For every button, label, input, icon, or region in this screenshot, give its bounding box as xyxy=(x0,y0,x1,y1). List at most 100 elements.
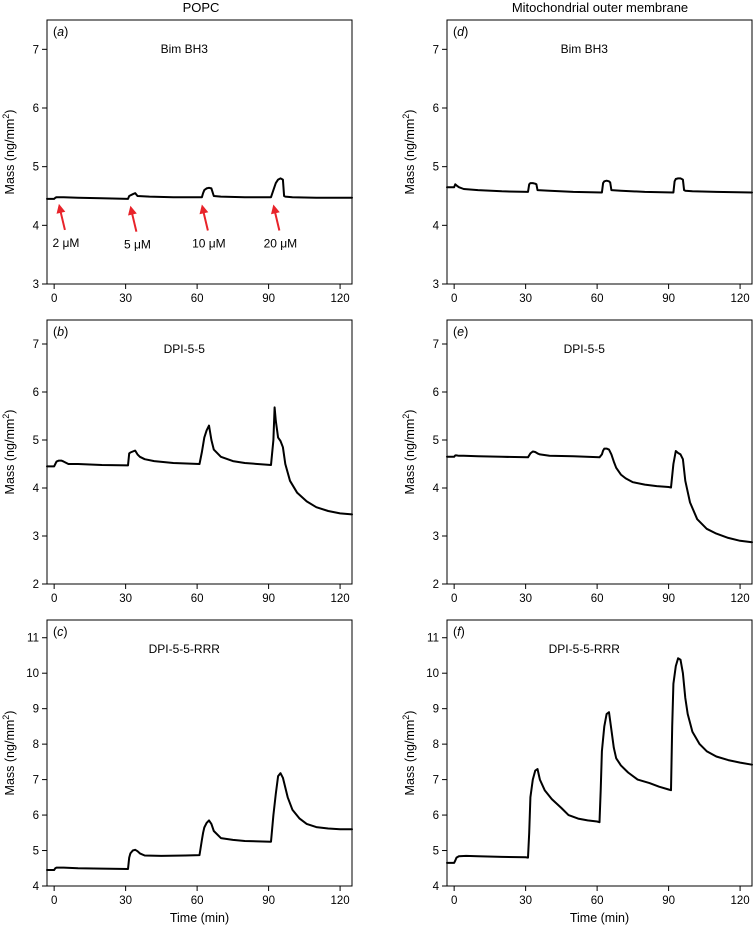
x-tick-label-a: 30 xyxy=(119,293,132,305)
y-tick-label-b: 4 xyxy=(33,483,40,495)
y-tick-label-f: 4 xyxy=(433,881,440,893)
y-tick-label-d: 7 xyxy=(433,44,439,56)
injection-arrow-head xyxy=(199,204,209,215)
series-line-c xyxy=(46,772,353,871)
series-line-a xyxy=(46,177,353,200)
y-axis-label-b: Mass (ng/mm2) xyxy=(1,410,17,495)
y-tick-label-d: 4 xyxy=(433,220,440,232)
panel-label-b: (b) xyxy=(53,325,68,339)
injection-arrow-shaft xyxy=(59,210,66,231)
y-tick-label-f: 5 xyxy=(433,846,439,858)
y-tick-label-b: 5 xyxy=(33,435,39,447)
panel-e: 2 3 4 5 6 7 0 30 60 90 120 Mass (ng/mm2) (e) DPI-5-5 xyxy=(401,319,753,605)
y-tick-label-c: 8 xyxy=(33,739,39,751)
series-line-b xyxy=(46,406,353,516)
concentration-label-1: 5 μM xyxy=(124,238,151,252)
y-axis-label-e: Mass (ng/mm2) xyxy=(401,410,417,495)
y-tick-label-e: 7 xyxy=(433,339,439,351)
y-tick-label-b: 7 xyxy=(33,339,39,351)
series-line-d xyxy=(446,177,753,194)
injection-arrow-shaft xyxy=(273,211,281,231)
y-tick-label-c: 9 xyxy=(33,704,39,716)
x-tick-label-d: 60 xyxy=(591,293,604,305)
y-tick-label-b: 2 xyxy=(33,579,39,591)
x-axis-label-c: Time (min) xyxy=(170,911,229,925)
panel-c: 4 5 6 7 8 9 10 11 0 30 60 90 120 Mass (ng/mm2) Time (m… xyxy=(1,619,353,925)
x-tick-label-e: 120 xyxy=(730,593,749,605)
panel-title-d: Bim BH3 xyxy=(561,42,609,56)
plot-frame-e xyxy=(446,319,753,585)
plot-frame-a xyxy=(46,19,353,285)
x-tick-label-c: 30 xyxy=(119,895,132,907)
x-tick-label-e: 60 xyxy=(591,593,604,605)
panel-label-a: (a) xyxy=(53,25,68,39)
y-tick-label-e: 5 xyxy=(433,435,439,447)
x-tick-label-f: 0 xyxy=(451,895,457,907)
y-tick-label-d: 6 xyxy=(433,103,439,115)
injection-arrow-head xyxy=(56,203,66,214)
x-tick-label-d: 0 xyxy=(451,293,457,305)
y-tick-label-c: 5 xyxy=(33,846,39,858)
y-tick-label-d: 3 xyxy=(433,279,439,291)
y-tick-label-e: 3 xyxy=(433,531,439,543)
y-axis-label-d: Mass (ng/mm2) xyxy=(401,110,417,195)
y-tick-label-f: 8 xyxy=(433,739,439,751)
plot-frame-c xyxy=(46,619,353,887)
y-tick-label-f: 11 xyxy=(427,633,439,645)
panel-label-f: (f) xyxy=(453,625,465,639)
panel-d: 3 4 5 6 7 0 30 60 90 120 Mass (ng/mm2) (d) Bim BH3 xyxy=(401,19,753,305)
y-tick-label-e: 4 xyxy=(433,483,440,495)
x-tick-label-b: 30 xyxy=(119,593,132,605)
panel-title-b: DPI-5-5 xyxy=(164,342,206,356)
series-line-f xyxy=(446,657,753,864)
y-tick-label-b: 6 xyxy=(33,387,39,399)
x-tick-label-f: 60 xyxy=(591,895,604,907)
x-tick-label-a: 120 xyxy=(330,293,349,305)
y-tick-label-d: 5 xyxy=(433,162,439,174)
panel-title-f: DPI-5-5-RRR xyxy=(549,642,621,656)
x-tick-label-e: 0 xyxy=(451,593,457,605)
panel-label-d: (d) xyxy=(453,25,468,39)
injection-arrow-head xyxy=(128,205,137,216)
x-tick-label-e: 90 xyxy=(662,593,675,605)
column-title-mitochondrial: Mitochondrial outer membrane xyxy=(512,0,688,15)
panel-title-a: Bim BH3 xyxy=(161,42,209,56)
panel-label-c: (c) xyxy=(53,625,68,639)
y-tick-label-c: 4 xyxy=(33,881,40,893)
x-tick-label-a: 0 xyxy=(51,293,57,305)
injection-arrow-shaft xyxy=(130,212,138,232)
y-tick-label-f: 10 xyxy=(426,668,439,680)
plot-frame-d xyxy=(446,19,753,285)
y-tick-label-e: 6 xyxy=(433,387,439,399)
x-tick-label-f: 90 xyxy=(662,895,675,907)
y-tick-label-a: 5 xyxy=(33,162,39,174)
y-tick-label-c: 11 xyxy=(27,633,39,645)
y-tick-label-b: 3 xyxy=(33,531,39,543)
x-axis-label-f: Time (min) xyxy=(570,911,629,925)
injection-arrow-head xyxy=(271,204,280,215)
x-tick-label-f: 30 xyxy=(519,895,532,907)
x-tick-label-b: 120 xyxy=(330,593,349,605)
x-tick-label-d: 120 xyxy=(730,293,749,305)
y-tick-label-f: 9 xyxy=(433,704,439,716)
concentration-label-3: 20 μM xyxy=(264,237,298,251)
x-tick-label-f: 120 xyxy=(730,895,749,907)
panel-a: 3 4 5 6 7 0 30 60 90 120 Mass (ng/mm2) (a) Bim BH3 2 … xyxy=(1,19,353,305)
x-tick-label-d: 30 xyxy=(519,293,532,305)
column-title-popc: POPC xyxy=(183,0,220,15)
x-tick-label-c: 120 xyxy=(330,895,349,907)
injection-arrow-shaft xyxy=(202,211,209,231)
y-axis-label-c: Mass (ng/mm2) xyxy=(1,711,17,796)
y-tick-label-e: 2 xyxy=(433,579,439,591)
x-tick-label-b: 60 xyxy=(191,593,204,605)
y-tick-label-c: 10 xyxy=(26,668,39,680)
x-tick-label-a: 90 xyxy=(262,293,275,305)
y-tick-label-f: 7 xyxy=(433,775,439,787)
x-tick-label-c: 0 xyxy=(51,895,57,907)
x-tick-label-c: 60 xyxy=(191,895,204,907)
x-tick-label-d: 90 xyxy=(662,293,675,305)
x-tick-label-b: 90 xyxy=(262,593,275,605)
x-tick-label-e: 30 xyxy=(519,593,532,605)
plot-frame-b xyxy=(46,319,353,585)
